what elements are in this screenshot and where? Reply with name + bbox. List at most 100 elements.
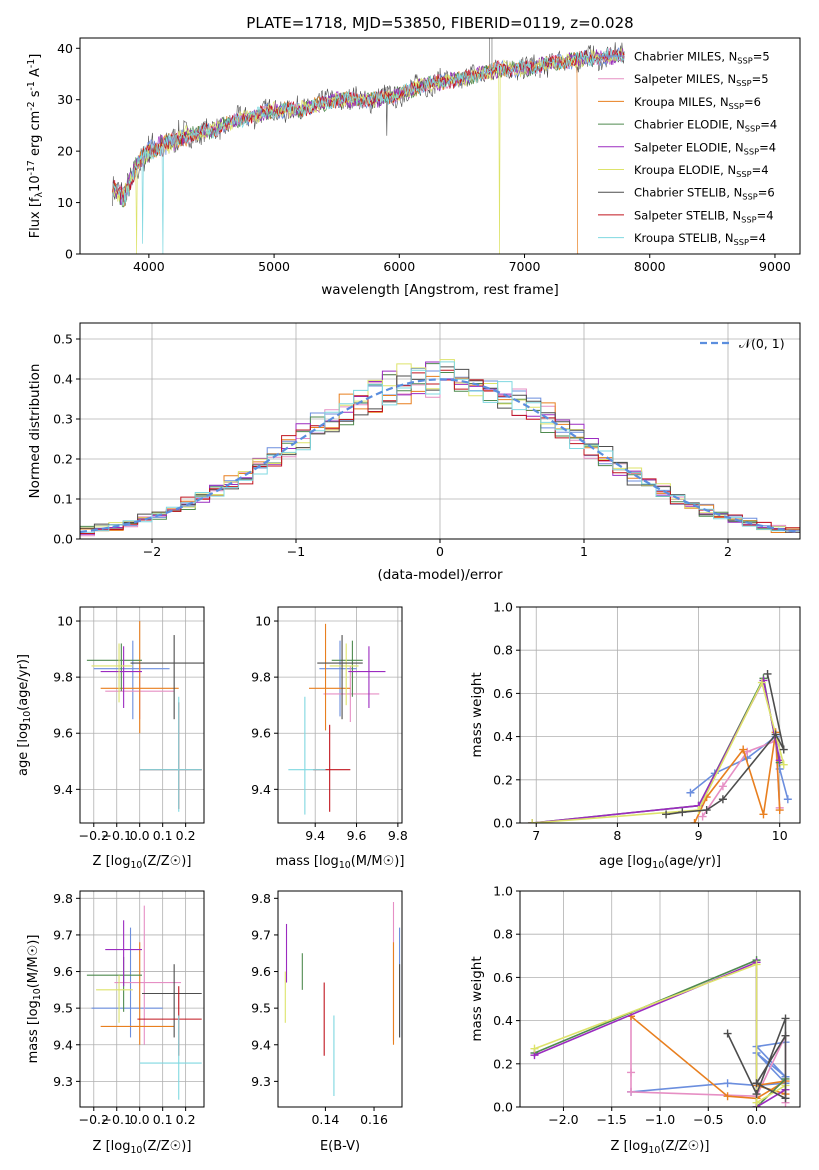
x-tick-label: −0.5 — [693, 1112, 723, 1127]
spectrum-legend: Chabrier MILES, NSSP=5 Salpeter MILES, NS… — [598, 50, 777, 247]
legend-entry: Kroupa ELODIE, NSSP=4 — [634, 163, 769, 179]
plot-area — [112, 38, 625, 254]
weight-marker — [690, 819, 699, 823]
legend-entry: Salpeter ELODIE, NSSP=4 — [634, 140, 776, 156]
errorbar-point — [139, 702, 202, 809]
x-tick-label: 4000 — [133, 259, 165, 274]
x-axis-label: wavelength [Angstrom, rest frame] — [321, 282, 559, 298]
errorbar-point — [137, 986, 202, 1056]
x-tick-label: 9.4 — [305, 828, 325, 843]
y-tick-label: 0.4 — [53, 372, 73, 387]
y-axis-label: age [log10(age/yr)] — [16, 654, 33, 776]
y-axis-label: Normed distribution — [27, 364, 43, 499]
x-tick-label: 6000 — [383, 259, 415, 274]
legend-entry: Salpeter STELIB, NSSP=4 — [634, 208, 774, 224]
x-tick-label: −0.1 — [102, 1112, 132, 1127]
x-tick-label: −0.2 — [79, 828, 109, 843]
y-tick-label: 0.2 — [493, 1056, 513, 1071]
weight-marker — [723, 1029, 732, 1038]
weight-line — [630, 1041, 788, 1093]
x-tick-label: 5000 — [258, 259, 290, 274]
spectrum-series — [112, 47, 625, 254]
spectrum-series — [112, 48, 625, 254]
x-axis-label: Z [log10(Z/Z☉)] — [93, 1139, 192, 1156]
x-tick-label: −1.5 — [597, 1112, 627, 1127]
weight-marker — [775, 806, 784, 815]
y-tick-label: 10 — [57, 195, 73, 210]
axes-frame: 0.14 0.16 9.3 9.4 9.5 9.6 9.7 9.8 E(B-V) — [251, 890, 403, 1154]
x-tick-label: 9.6 — [347, 828, 367, 843]
y-tick-label: 9.7 — [251, 927, 271, 942]
legend-entry: Kroupa MILES, NSSP=6 — [634, 95, 761, 111]
y-tick-label: 0.6 — [493, 686, 513, 701]
weight-series — [528, 678, 788, 823]
errorbar-point — [323, 665, 380, 723]
y-tick-label: 0.8 — [493, 643, 513, 658]
panel-spectrum: 4000 5000 6000 7000 8000 9000 0 10 20 30 40 wavelen… — [26, 37, 801, 298]
errorbar-point — [288, 696, 326, 815]
x-axis-label: Z [log10(Z/Z☉)] — [93, 854, 192, 871]
y-tick-label: 0.2 — [53, 452, 73, 467]
x-tick-label: 0.2 — [176, 828, 196, 843]
weight-marker — [752, 960, 761, 969]
normal-curve — [80, 378, 800, 534]
axes-frame: 4000 5000 6000 7000 8000 9000 0 10 20 30 40 wavelen… — [26, 37, 801, 298]
weight-marker — [752, 1090, 761, 1099]
errorbar-point — [91, 643, 133, 703]
axes-frame: 7 8 9 10 0.0 0.2 0.4 0.6 0.8 1.0 age [log10(age/yr… — [469, 600, 801, 871]
y-axis-label: mass weight — [469, 672, 485, 757]
weight-marker — [779, 760, 788, 769]
x-tick-label: 10 — [772, 828, 788, 843]
axes-frame: −2 −1 0 1 2 0.0 0.1 0.2 0.3 0.4 0.5 (data-model)/er… — [27, 322, 801, 583]
y-axis-label: mass [log10(M/M☉)] — [26, 935, 43, 1064]
y-tick-label: 0.0 — [493, 816, 513, 831]
weight-marker — [752, 1098, 761, 1107]
plot-area — [86, 621, 204, 812]
y-tick-label: 0.6 — [493, 970, 513, 985]
legend-entry: 𝒩(0, 1) — [739, 336, 785, 351]
weight-marker — [718, 795, 727, 804]
errorbar-point — [105, 920, 142, 987]
y-tick-label: 1.0 — [493, 884, 513, 899]
weight-marker — [779, 745, 788, 754]
y-tick-label: 9.4 — [251, 782, 271, 797]
x-tick-label: 1 — [580, 544, 588, 559]
x-tick-label: 0.1 — [153, 828, 173, 843]
axes-frame: −2.0 −1.5 −1.0 −0.5 0.0 0.0 0.2 0.4 0.6 0.8 1.0 Z [… — [469, 884, 801, 1156]
errorbar-point — [114, 905, 182, 1045]
y-tick-label: 9.4 — [53, 1037, 73, 1052]
panel-age_vs_mass: 9.4 9.6 9.8 9.4 9.6 9.8 10 mass [log10(M/M☉)] — [251, 606, 408, 871]
errorbar-point — [319, 640, 357, 717]
y-tick-label: 0.0 — [53, 532, 73, 547]
errorbar-point — [100, 646, 142, 708]
x-tick-label: 0.0 — [747, 1112, 767, 1127]
x-axis-label: E(B-V) — [320, 1139, 360, 1154]
x-axis-label: age [log10(age/yr)] — [599, 854, 721, 871]
x-tick-label: −2.0 — [548, 1112, 578, 1127]
axes-frame: −0.2−0.10.0 0.1 0.2 9.3 9.4 9.5 9.6 9.7 9.8 Z [lo… — [26, 890, 205, 1156]
weight-line — [726, 1018, 787, 1100]
x-tick-label: 0 — [436, 544, 444, 559]
figure-title: PLATE=1718, MJD=53850, FIBERID=0119, z=0… — [246, 14, 633, 32]
errorbar-point — [331, 640, 363, 697]
x-tick-label: 0.14 — [311, 1112, 339, 1127]
legend-entry: Chabrier ELODIE, NSSP=4 — [634, 118, 777, 134]
y-tick-label: 9.6 — [53, 964, 73, 979]
axes-frame: 9.4 9.6 9.8 9.4 9.6 9.8 10 mass [log10(M/M☉)] — [251, 606, 408, 871]
weight-series — [723, 1014, 790, 1103]
weight-marker — [783, 795, 792, 804]
plot-area — [528, 669, 792, 823]
weight-marker — [702, 806, 711, 815]
y-tick-label: 9.7 — [53, 927, 73, 942]
errorbar-point — [348, 646, 386, 708]
panel-age_vs_Z: −0.2−0.10.0 0.1 0.2 9.4 9.6 9.8 10 Z [log10(Z/Z… — [16, 606, 205, 871]
weight-marker — [723, 1092, 732, 1101]
errorbar-point — [139, 1015, 202, 1100]
y-tick-label: 0.4 — [493, 729, 513, 744]
weight-marker — [718, 782, 727, 791]
errorbar-point — [93, 640, 170, 720]
weight-marker — [781, 1094, 790, 1103]
x-tick-label: 7000 — [509, 259, 541, 274]
weight-line — [534, 963, 786, 1105]
